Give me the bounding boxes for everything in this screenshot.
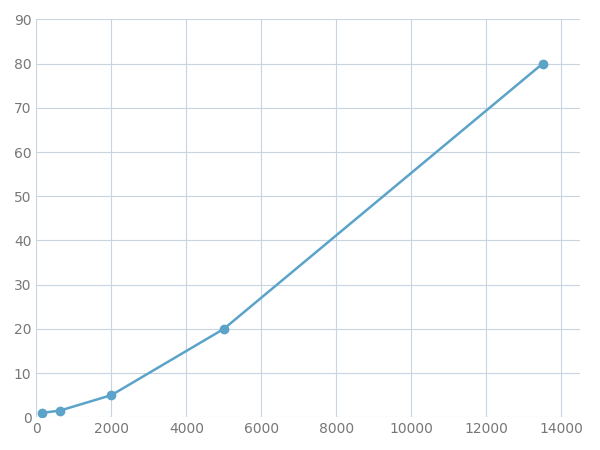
Point [538, 60, 548, 67]
Point [37, 409, 47, 416]
Point [107, 392, 116, 399]
Point [219, 325, 229, 333]
Point [55, 407, 65, 414]
